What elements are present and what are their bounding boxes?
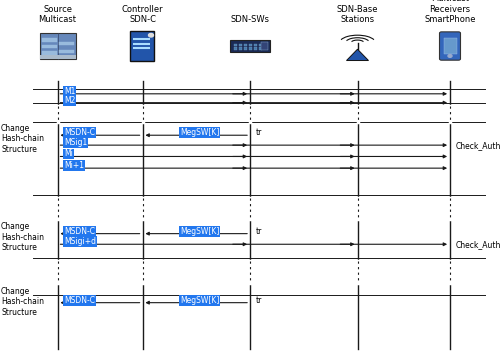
Polygon shape (346, 49, 368, 61)
Text: Change
Hash-chain
Structure: Change Hash-chain Structure (1, 287, 44, 316)
FancyBboxPatch shape (238, 44, 242, 46)
FancyBboxPatch shape (230, 40, 270, 52)
Text: MSDN-C: MSDN-C (64, 296, 95, 305)
Text: Mi+1: Mi+1 (64, 161, 84, 170)
Text: MSig1: MSig1 (64, 138, 88, 147)
Text: Multicast
Receivers
SmartPhone: Multicast Receivers SmartPhone (424, 0, 476, 24)
FancyBboxPatch shape (238, 47, 242, 50)
Text: Change
Hash-chain
Structure: Change Hash-chain Structure (1, 124, 44, 154)
FancyBboxPatch shape (244, 47, 246, 50)
Text: SDN-Base
Stations: SDN-Base Stations (337, 5, 378, 24)
FancyBboxPatch shape (248, 47, 252, 50)
FancyBboxPatch shape (42, 51, 56, 55)
FancyBboxPatch shape (258, 47, 262, 50)
Text: MegSW[K]: MegSW[K] (180, 296, 220, 305)
FancyBboxPatch shape (59, 50, 74, 53)
FancyBboxPatch shape (244, 44, 246, 46)
Text: MSDN-C: MSDN-C (64, 128, 95, 137)
FancyBboxPatch shape (40, 33, 76, 59)
FancyBboxPatch shape (254, 44, 256, 46)
FancyBboxPatch shape (40, 55, 76, 59)
FancyBboxPatch shape (254, 47, 256, 50)
FancyBboxPatch shape (234, 44, 236, 46)
Text: MegSW[K]: MegSW[K] (180, 128, 220, 137)
FancyBboxPatch shape (261, 42, 268, 50)
Circle shape (148, 34, 154, 37)
Text: Check_Auth: Check_Auth (456, 141, 500, 150)
Text: MSigi+d: MSigi+d (64, 237, 96, 246)
Text: Source
Multicast: Source Multicast (38, 5, 76, 24)
Text: tr: tr (256, 128, 262, 137)
Text: MSDN-C: MSDN-C (64, 227, 95, 236)
FancyBboxPatch shape (258, 44, 262, 46)
Text: M2: M2 (64, 96, 76, 105)
Text: Change
Hash-chain
Structure: Change Hash-chain Structure (1, 222, 44, 252)
FancyBboxPatch shape (42, 45, 56, 48)
Text: Controller
SDN-C: Controller SDN-C (122, 5, 164, 24)
Text: tr: tr (256, 296, 262, 305)
Circle shape (448, 55, 452, 57)
FancyBboxPatch shape (234, 47, 236, 50)
FancyBboxPatch shape (59, 42, 74, 45)
FancyBboxPatch shape (130, 31, 154, 61)
FancyBboxPatch shape (444, 38, 456, 54)
Text: SDN-SWs: SDN-SWs (230, 15, 270, 24)
Text: Check_Auth: Check_Auth (456, 240, 500, 249)
FancyBboxPatch shape (42, 38, 56, 42)
FancyBboxPatch shape (248, 44, 252, 46)
FancyBboxPatch shape (440, 32, 460, 60)
Text: Mi: Mi (64, 149, 73, 159)
Text: tr: tr (256, 227, 262, 236)
Text: MegSW[K]: MegSW[K] (180, 227, 220, 236)
Text: M1: M1 (64, 87, 76, 96)
